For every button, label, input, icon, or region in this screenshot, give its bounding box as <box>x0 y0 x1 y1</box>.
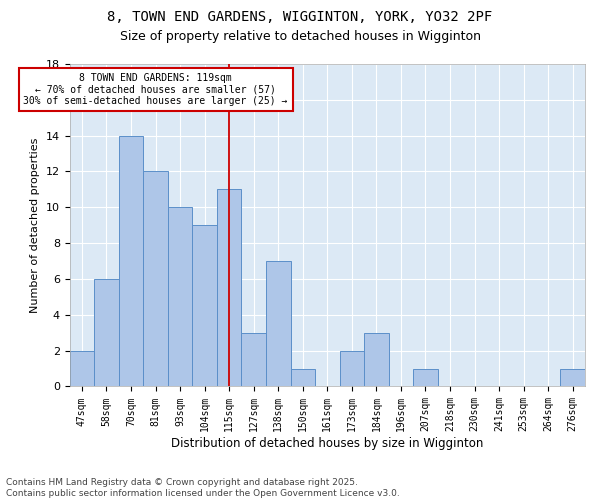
X-axis label: Distribution of detached houses by size in Wigginton: Distribution of detached houses by size … <box>171 437 484 450</box>
Bar <box>143 172 168 386</box>
Text: 8, TOWN END GARDENS, WIGGINTON, YORK, YO32 2PF: 8, TOWN END GARDENS, WIGGINTON, YORK, YO… <box>107 10 493 24</box>
Text: Size of property relative to detached houses in Wigginton: Size of property relative to detached ho… <box>119 30 481 43</box>
Bar <box>340 350 364 386</box>
Bar <box>364 332 389 386</box>
Bar <box>168 208 193 386</box>
Bar <box>94 279 119 386</box>
Bar <box>119 136 143 386</box>
Bar <box>266 261 290 386</box>
Bar <box>290 368 315 386</box>
Bar <box>70 350 94 386</box>
Bar <box>193 225 217 386</box>
Bar <box>241 332 266 386</box>
Text: Contains HM Land Registry data © Crown copyright and database right 2025.
Contai: Contains HM Land Registry data © Crown c… <box>6 478 400 498</box>
Bar <box>217 190 241 386</box>
Text: 8 TOWN END GARDENS: 119sqm
← 70% of detached houses are smaller (57)
30% of semi: 8 TOWN END GARDENS: 119sqm ← 70% of deta… <box>23 73 288 106</box>
Y-axis label: Number of detached properties: Number of detached properties <box>30 138 40 313</box>
Bar <box>560 368 585 386</box>
Bar <box>413 368 438 386</box>
